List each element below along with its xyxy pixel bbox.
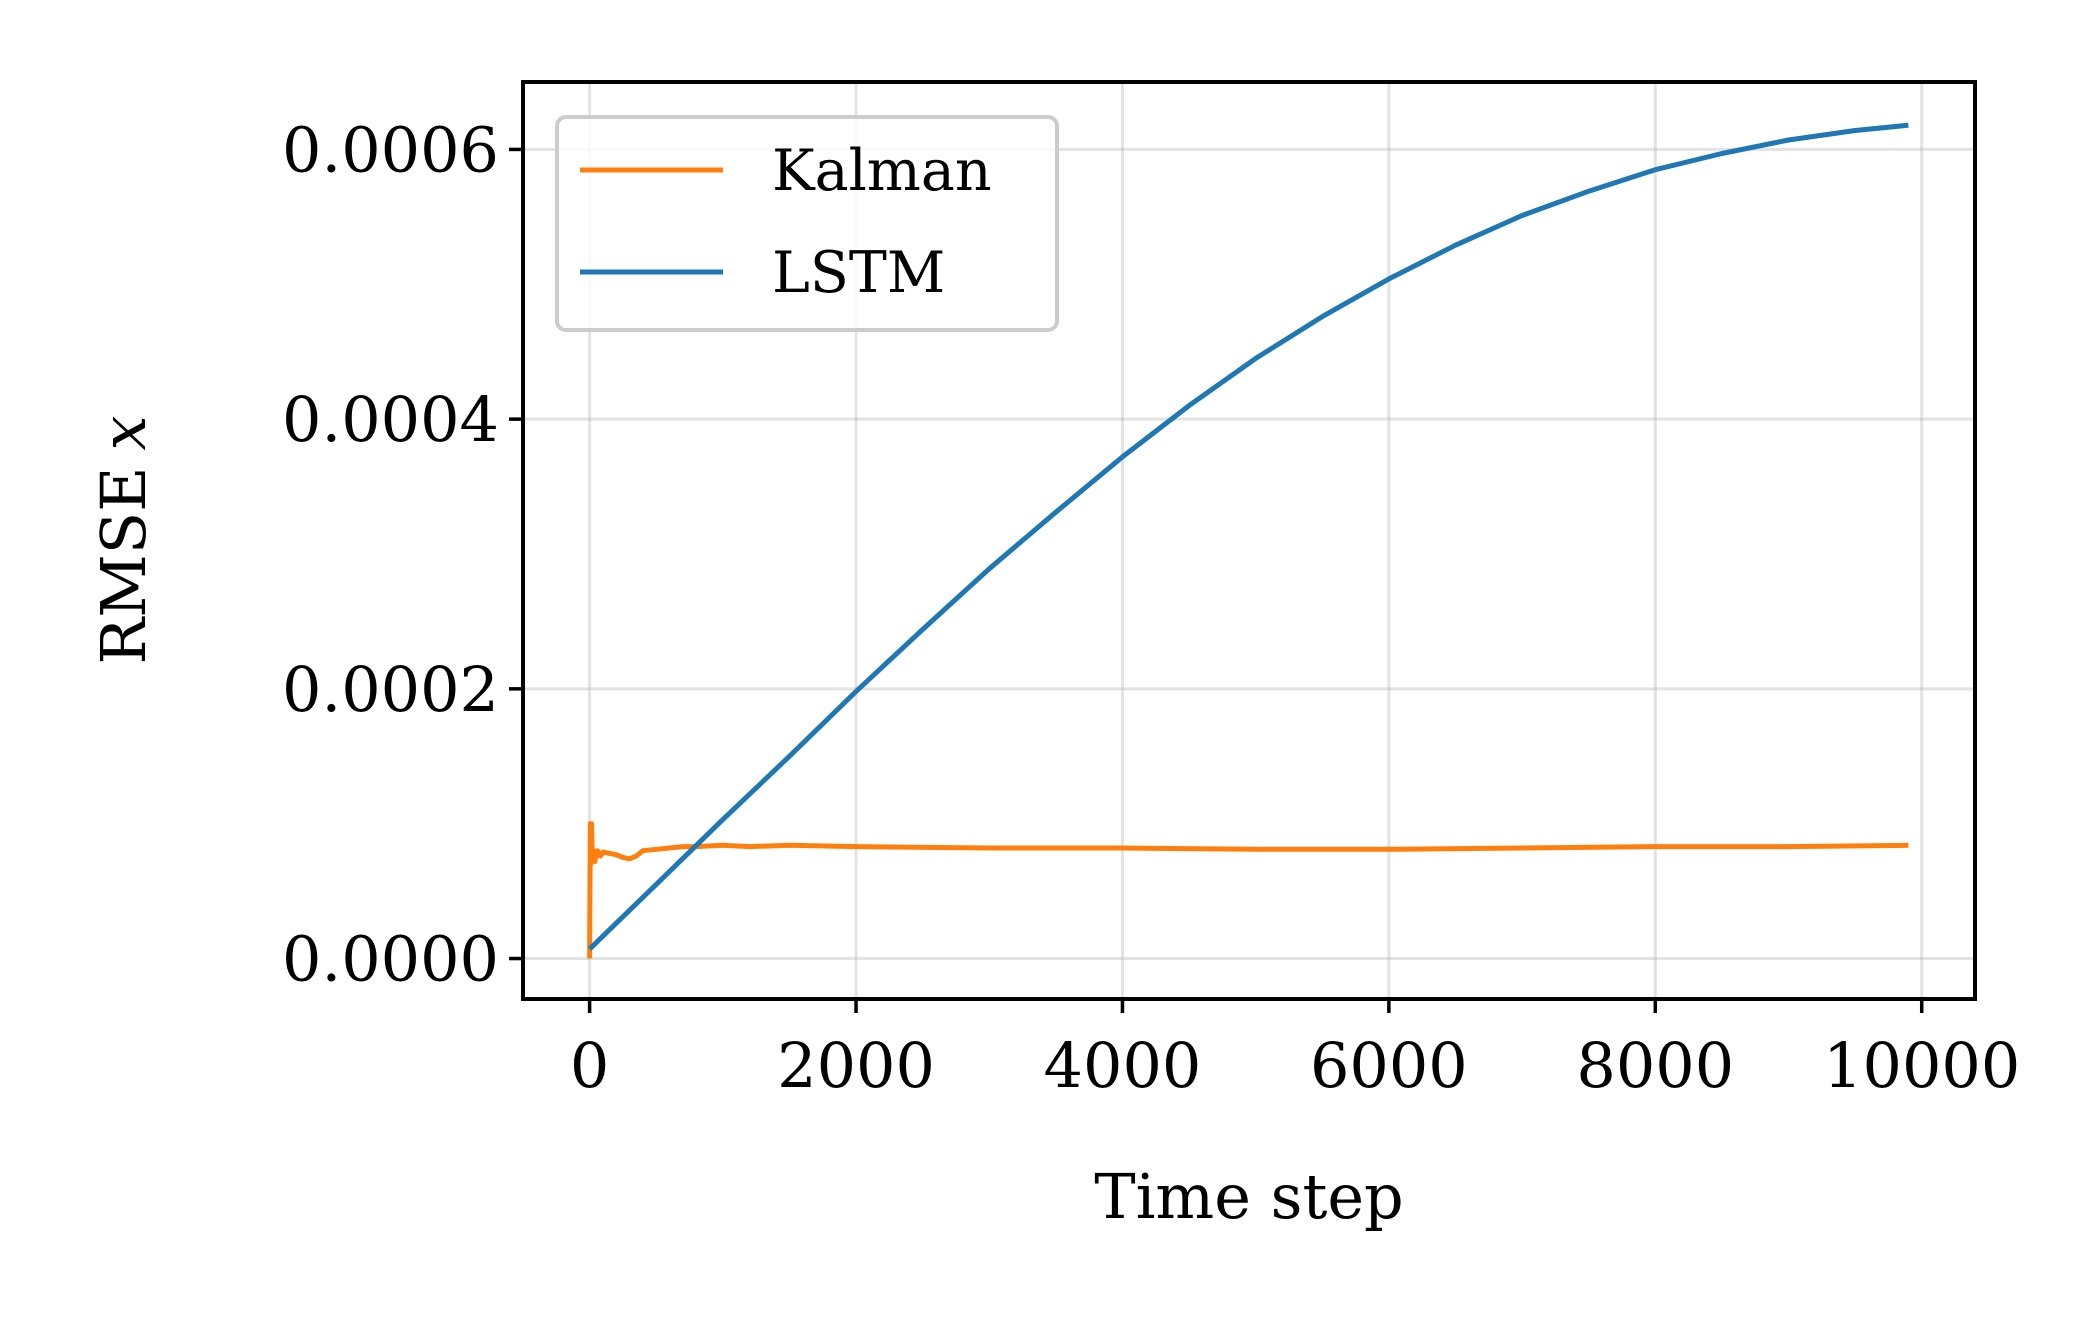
y-axis-title-symbol: x xyxy=(87,416,160,451)
legend-label-lstm: LSTM xyxy=(772,240,945,306)
y-tick-label: 0.0004 xyxy=(282,383,499,456)
legend-label-kalman: Kalman xyxy=(772,138,992,204)
y-tick-label: 0.0006 xyxy=(282,113,499,186)
x-tick-label: 6000 xyxy=(1310,1029,1468,1102)
x-tick-label: 4000 xyxy=(1044,1029,1202,1102)
y-axis-title-text: RMSE xyxy=(87,467,160,665)
x-tick-label: 8000 xyxy=(1576,1029,1734,1102)
x-tick-label: 10000 xyxy=(1823,1029,2020,1102)
y-axis-title: RMSE x xyxy=(87,416,160,665)
x-axis: 0 2000 4000 6000 8000 10000 xyxy=(570,999,2020,1102)
plot-frame xyxy=(521,80,1977,1001)
series-line-lstm xyxy=(587,122,1909,951)
x-tick-label: 2000 xyxy=(777,1029,935,1102)
series-line-kalman xyxy=(587,821,1909,959)
y-axis: 0.0000 0.0002 0.0004 0.0006 xyxy=(282,113,523,996)
y-tick-label: 0.0000 xyxy=(282,923,499,996)
x-tick-label: 0 xyxy=(570,1029,609,1102)
legend: Kalman LSTM xyxy=(555,115,1059,332)
series-layer xyxy=(587,122,1909,959)
x-axis-title: Time step xyxy=(1094,1160,1404,1233)
y-tick-label: 0.0002 xyxy=(282,653,499,726)
